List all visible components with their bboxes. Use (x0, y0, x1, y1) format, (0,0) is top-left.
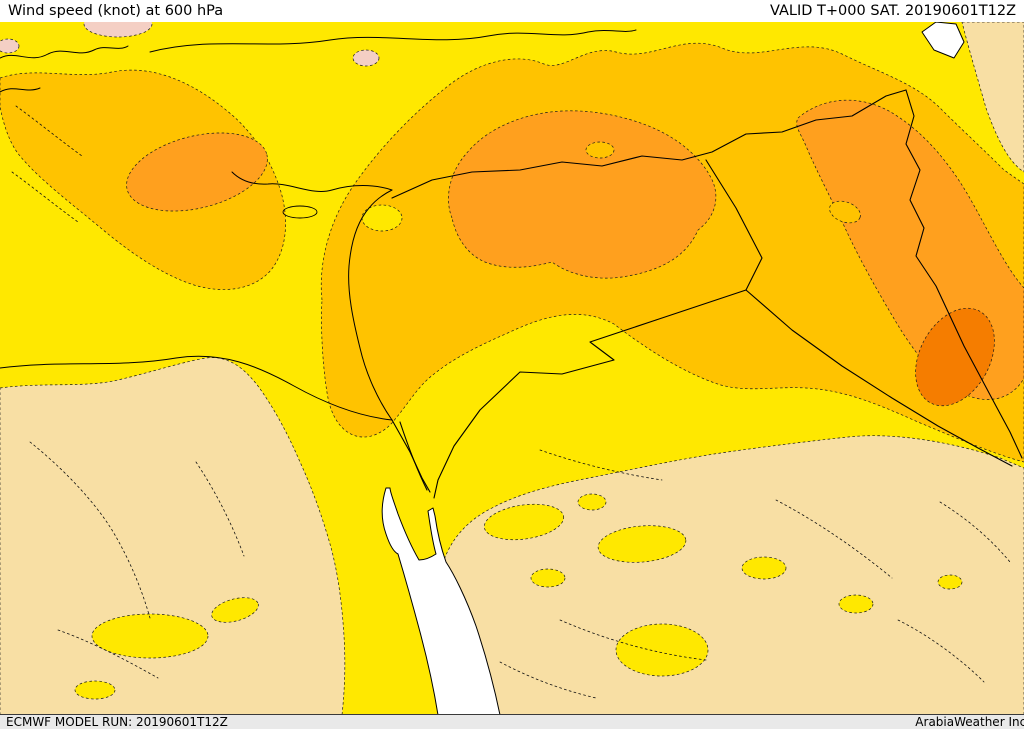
border-israel-jordan (399, 421, 428, 491)
black-sea-coastline (149, 29, 637, 53)
wind-speed-contour-map (0, 22, 1024, 715)
lake-urmia (921, 22, 965, 59)
map-header: Wind speed (knot) at 600 hPa VALID T+000… (0, 0, 1024, 22)
map-footer: ECMWF MODEL RUN: 20190601T12Z ArabiaWeat… (0, 714, 1024, 729)
yellow-patch (597, 525, 687, 563)
yellow-patch (937, 574, 963, 590)
cyprus-island (282, 205, 318, 219)
coastlines (0, 29, 637, 421)
border-syria-iraq (705, 159, 763, 291)
dotted-contour-lines (11, 105, 1011, 699)
contour-orange-northwest-core (126, 132, 268, 212)
dotted-terrain-line (897, 619, 985, 683)
contour-orange-central-core (448, 110, 717, 279)
contour-tan-northeast-corner (961, 22, 1024, 173)
pink-patch (352, 49, 380, 67)
contour-deep-orange-max (915, 307, 995, 407)
dotted-terrain-line (775, 499, 893, 579)
border-jordan-iraq (655, 289, 747, 321)
dotted-terrain-line (939, 501, 1011, 563)
yellow-patch (741, 556, 787, 580)
border-iraq-iran (905, 89, 1023, 459)
water-bodies (381, 22, 965, 715)
dotted-terrain-line (11, 171, 79, 223)
yellow-patch (91, 613, 209, 659)
border-iraq-saudi (745, 289, 1013, 467)
amber-patch (585, 141, 615, 159)
yellow-patches-in-tan (74, 493, 963, 700)
dotted-terrain-line (29, 441, 151, 619)
valid-time-label: VALID T+000 SAT. 20190601T12Z (770, 3, 1016, 19)
levant-coastline (348, 189, 393, 421)
yellow-patch (577, 493, 607, 511)
yellow-patch (615, 623, 709, 677)
aegean-coastline (0, 45, 129, 59)
dotted-terrain-line (57, 629, 159, 679)
aegean-coastline (0, 87, 41, 93)
map-canvas (0, 22, 1024, 715)
dotted-terrain-line (539, 449, 663, 481)
country-borders (391, 89, 1023, 499)
red-sea (381, 487, 501, 715)
border-jordan-saudi (433, 319, 657, 499)
dotted-terrain-line (195, 461, 245, 557)
contour-tan-southwest (0, 357, 346, 715)
turkey-south-coastline (231, 171, 393, 192)
north-africa-coastline (0, 355, 393, 421)
dotted-terrain-line (559, 619, 707, 661)
dotted-terrain-line (15, 105, 83, 157)
yellow-patch (74, 680, 116, 700)
yellow-patch (530, 568, 566, 588)
contour-pink-spots (0, 22, 380, 67)
amber-patch (829, 200, 861, 224)
model-run-label: ECMWF MODEL RUN: 20190601T12Z (6, 715, 228, 729)
pink-patch (0, 38, 20, 54)
dotted-terrain-line (499, 661, 597, 699)
yellow-patch (838, 594, 874, 614)
border-turkey-syria-iraq (391, 89, 907, 199)
map-title: Wind speed (knot) at 600 hPa (8, 3, 224, 19)
branding-label: ArabiaWeather Inc. (915, 715, 1024, 729)
yellow-patch (483, 503, 565, 541)
pink-patch (83, 22, 153, 38)
yellow-patch (211, 597, 259, 623)
